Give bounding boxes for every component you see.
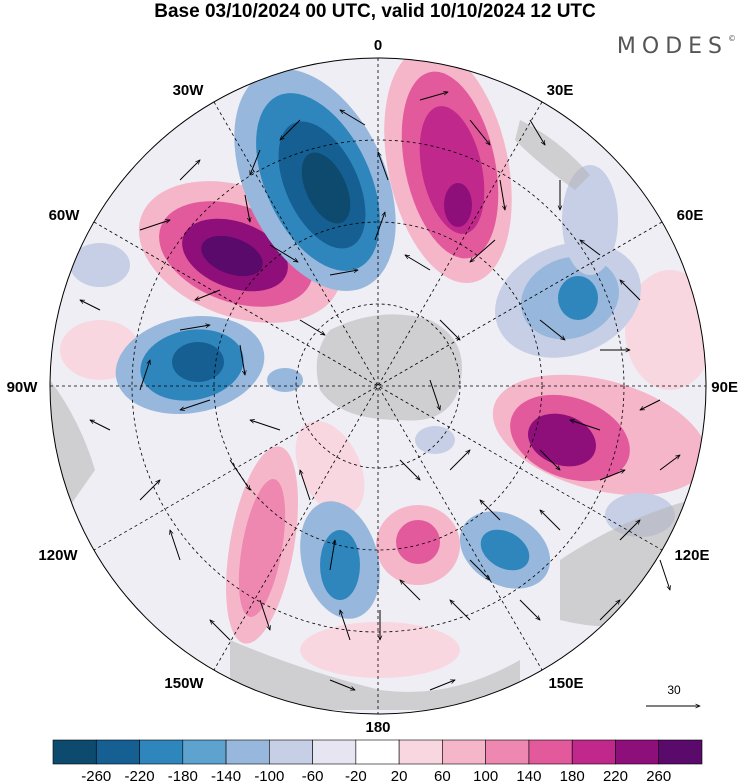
colorbar-swatch xyxy=(658,739,703,765)
colorbar-swatch xyxy=(485,739,530,765)
colorbar-swatch xyxy=(528,739,573,765)
colorbar-tick-label: 260 xyxy=(646,768,671,783)
colorbar-swatch xyxy=(52,739,97,765)
map-title: Base 03/10/2024 00 UTC, valid 10/10/2024… xyxy=(154,1,596,22)
lon-label-60w: 60W xyxy=(49,207,81,224)
lon-label-150w: 150W xyxy=(164,675,204,692)
colorbar-tick-label: 220 xyxy=(603,768,628,783)
colorbar-swatch xyxy=(398,739,443,765)
map-boundary xyxy=(49,57,707,715)
colorbar-swatch xyxy=(95,739,140,765)
colorbar-tick-label: -100 xyxy=(254,768,284,783)
colorbar-swatch xyxy=(269,739,313,765)
colorbar-swatch xyxy=(355,739,400,765)
colorbar-swatch xyxy=(312,739,357,765)
positive-anomalies xyxy=(60,58,706,678)
lon-label-90w: 90W xyxy=(7,379,39,396)
lon-label-30e: 30E xyxy=(547,82,574,99)
colorbar-swatch xyxy=(182,739,227,765)
lon-label-30w: 30W xyxy=(173,82,205,99)
modes-logo: MODES© xyxy=(616,34,736,59)
colorbar-tick-label: -260 xyxy=(81,768,111,783)
lon-label-120e: 120E xyxy=(674,547,709,564)
graticule xyxy=(50,58,706,714)
colorbar-tick-label: 100 xyxy=(473,768,498,783)
lon-label-120w: 120W xyxy=(38,547,78,564)
colorbar-tick-label: -20 xyxy=(345,768,367,783)
colorbar-tick-label: -60 xyxy=(302,768,324,783)
colorbar-swatch xyxy=(225,739,270,765)
colorbar-tick-label: 60 xyxy=(434,768,451,783)
wind-vectors xyxy=(80,92,680,690)
reference-vector: 30 xyxy=(646,683,700,706)
colorbar-swatch xyxy=(571,739,616,765)
negative-anomalies xyxy=(70,69,675,619)
colorbar-tick-label: -220 xyxy=(125,768,155,783)
colorbar-tick-label: 180 xyxy=(560,768,585,783)
lon-label-150e: 150E xyxy=(548,675,583,692)
colorbar-tick-label: -180 xyxy=(168,768,198,783)
colorbar-tick-label: 140 xyxy=(516,768,541,783)
colorbar-swatch xyxy=(615,739,660,765)
reference-vector-label: 30 xyxy=(667,683,681,697)
lon-label-0: 0 xyxy=(374,37,382,54)
colorbar: -260 -220 -180 -140 -100 -60 -20 20 60 100 140 180 2… xyxy=(52,739,703,783)
colorbar-tick-label: 20 xyxy=(391,768,408,783)
lon-label-60e: 60E xyxy=(677,207,704,224)
lon-label-180: 180 xyxy=(365,719,390,736)
lon-label-90e: 90E xyxy=(711,379,738,396)
colorbar-tick-label: -140 xyxy=(211,768,241,783)
colorbar-swatch xyxy=(442,739,486,765)
colorbar-swatch xyxy=(139,739,184,765)
longitude-labels: 0 30E 60E 90E 120E 150E 180 150W 120W 90… xyxy=(7,37,738,736)
